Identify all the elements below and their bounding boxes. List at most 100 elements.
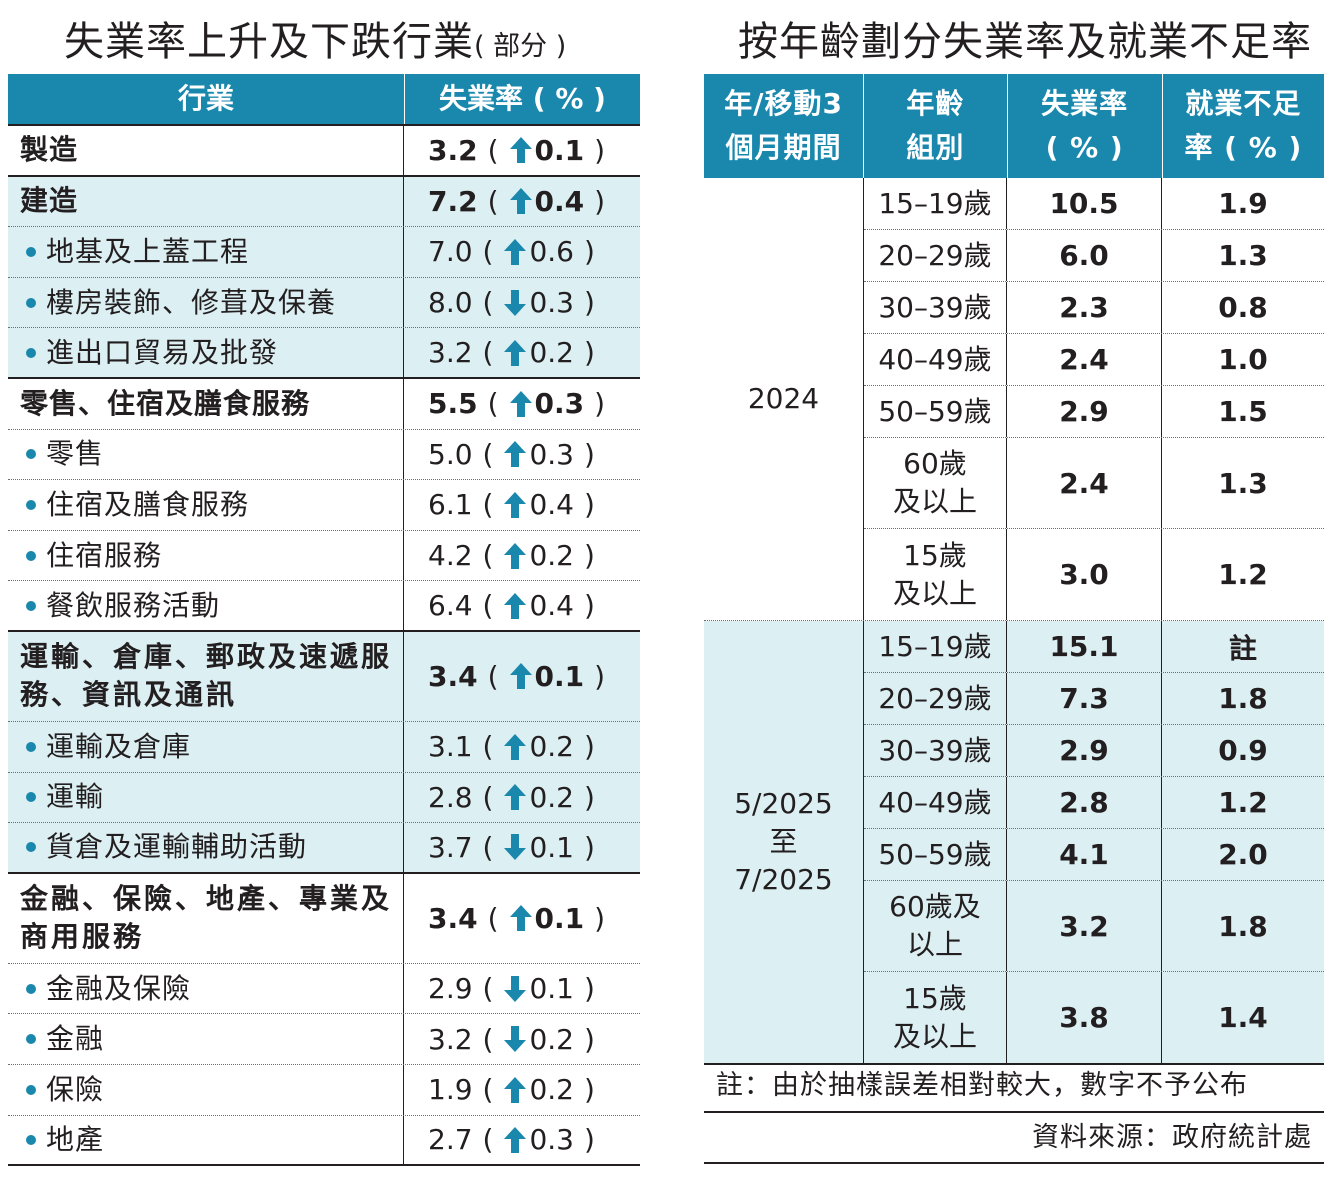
arrow-up-icon bbox=[504, 733, 527, 760]
rate-cell: 5.0(0.3) bbox=[428, 437, 595, 471]
rate-change: 0.1 bbox=[529, 830, 574, 864]
underemployment-rate-value: 2.0 bbox=[1218, 838, 1268, 871]
arrow-up-icon bbox=[509, 137, 532, 164]
industry-name-cell: 金融及保險 bbox=[8, 963, 404, 1014]
period-line3: 7/2025 bbox=[734, 863, 833, 896]
industry-row: 保險 1.9(0.2) bbox=[8, 1064, 640, 1116]
underemployment-rate-value: 0.9 bbox=[1218, 734, 1268, 767]
arrow-down-icon bbox=[504, 289, 527, 316]
industry-name-cell: 製造 bbox=[8, 126, 404, 175]
period-line1: 5/2025 bbox=[734, 787, 833, 820]
period-block-2024: 2024 15–19歲 10.5 1.9 20–29歲 6.0 1.3 30–39歲 2.3 0… bbox=[704, 178, 1324, 620]
arrow-up-icon bbox=[504, 491, 527, 518]
bullet-icon bbox=[26, 1134, 36, 1145]
rate-value: 2.7 bbox=[428, 1123, 473, 1157]
bullet-icon bbox=[26, 983, 36, 994]
age-row: 20–29歲 7.3 1.8 bbox=[864, 673, 1324, 725]
industry-name: 金融、保險、地產、專業及商用服務 bbox=[20, 882, 393, 954]
industry-name-cell: 金融 bbox=[8, 1014, 404, 1064]
rate-value: 3.2 bbox=[428, 336, 473, 370]
unemployment-rate-value: 2.9 bbox=[1007, 725, 1162, 776]
industry-name: 零售 bbox=[46, 437, 105, 471]
unemployment-rate-value: 4.1 bbox=[1007, 829, 1162, 880]
bullet-icon bbox=[26, 600, 36, 611]
industry-row: 運輸 2.8(0.2) bbox=[8, 772, 640, 824]
rate-cell: 7.0(0.6) bbox=[428, 235, 595, 269]
arrow-up-icon bbox=[504, 238, 527, 265]
unemployment-rate-value: 2.9 bbox=[1007, 386, 1162, 437]
rate-cell: 3.7(0.1) bbox=[428, 830, 595, 864]
left-title-text: 失業率上升及下跌行業 bbox=[64, 19, 474, 65]
rate-cell: 5.5(0.3) bbox=[428, 387, 606, 421]
arrow-up-icon bbox=[509, 188, 532, 215]
header-period: 年/移動3 個月期間 bbox=[704, 74, 865, 178]
bullet-icon bbox=[26, 449, 36, 460]
industry-name: 建造 bbox=[20, 184, 79, 218]
age-row: 50–59歲 4.1 2.0 bbox=[864, 829, 1324, 881]
arrow-up-icon bbox=[504, 1076, 527, 1103]
underemployment-rate-value: 1.8 bbox=[1218, 909, 1268, 943]
industry-name: 運輸及倉庫 bbox=[46, 729, 192, 763]
industry-name-cell: 貨倉及運輸輔助活動 bbox=[8, 823, 404, 872]
industry-name: 零售、住宿及膳食服務 bbox=[20, 386, 311, 420]
industry-name: 保險 bbox=[46, 1072, 105, 1106]
industry-name: 製造 bbox=[20, 133, 79, 167]
arrow-down-icon bbox=[504, 1026, 527, 1053]
age-row: 60歲 及以上 2.4 1.3 bbox=[864, 438, 1324, 529]
industry-row: 金融、保險、地產、專業及商用服務 3.4(0.1) bbox=[8, 873, 640, 964]
header-age-line2: 組別 bbox=[906, 131, 965, 164]
industry-row: 貨倉及運輸輔助活動 3.7(0.1) bbox=[8, 823, 640, 874]
right-table-title: 按年齡劃分失業率及就業不足率 bbox=[738, 19, 1312, 65]
rate-value: 6.4 bbox=[428, 589, 473, 623]
industry-row: 金融及保險 2.9(0.1) bbox=[8, 963, 640, 1015]
industry-name-cell: 運輸、倉庫、郵政及速遞服務、資訊及通訊 bbox=[8, 631, 404, 721]
rate-change: 0.4 bbox=[529, 488, 574, 522]
rate-change: 0.1 bbox=[534, 901, 585, 935]
age-row: 30–39歲 2.3 0.8 bbox=[864, 282, 1324, 334]
rate-cell: 8.0(0.3) bbox=[428, 286, 595, 320]
industry-name-cell: 保險 bbox=[8, 1064, 404, 1115]
unemployment-rate-value: 7.3 bbox=[1007, 673, 1162, 724]
header-ud-line2: 率 ( % ) bbox=[1184, 131, 1303, 164]
age-group-cell: 50–59歲 bbox=[864, 829, 1007, 880]
industry-name-cell: 金融、保險、地產、專業及商用服務 bbox=[8, 873, 404, 963]
industry-row: 餐飲服務活動 6.4(0.4) bbox=[8, 581, 640, 632]
underemployment-rate-value: 1.5 bbox=[1218, 395, 1268, 428]
age-group-line2: 及以上 bbox=[892, 1019, 977, 1053]
rate-cell: 3.1(0.2) bbox=[428, 730, 595, 764]
rate-change: 0.1 bbox=[529, 972, 574, 1006]
age-row: 15–19歲 10.5 1.9 bbox=[864, 178, 1324, 230]
underemployment-rate-value: 1.2 bbox=[1218, 558, 1268, 591]
underemployment-rate-value: 1.0 bbox=[1218, 343, 1268, 376]
age-group-cell: 15歲 及以上 bbox=[864, 972, 1007, 1063]
age-group-cell: 50–59歲 bbox=[864, 386, 1007, 437]
industry-name: 金融 bbox=[46, 1022, 105, 1056]
rate-value: 3.1 bbox=[428, 730, 473, 764]
unemployment-rate-value: 2.8 bbox=[1007, 777, 1162, 828]
industry-row: 金融 3.2(0.2) bbox=[8, 1014, 640, 1065]
rate-value: 2.9 bbox=[428, 972, 473, 1006]
industry-name: 金融及保險 bbox=[46, 971, 192, 1005]
rate-change: 0.2 bbox=[529, 730, 574, 764]
rate-value: 3.7 bbox=[428, 830, 473, 864]
age-group-cell: 20–29歲 bbox=[864, 673, 1007, 724]
rate-change: 0.3 bbox=[529, 437, 574, 471]
age-group-cell: 60歲及以上 bbox=[864, 881, 1007, 971]
industry-name-cell: 地基及上蓋工程 bbox=[8, 227, 404, 277]
age-rows: 15–19歲 10.5 1.9 20–29歲 6.0 1.3 30–39歲 2.3 0.8 40–… bbox=[864, 178, 1324, 620]
industry-name-cell: 運輸及倉庫 bbox=[8, 721, 404, 772]
industry-name-cell: 餐飲服務活動 bbox=[8, 581, 404, 630]
industry-name: 運輸 bbox=[46, 780, 105, 814]
arrow-up-icon bbox=[504, 339, 527, 366]
rate-cell: 3.2(0.2) bbox=[428, 1022, 595, 1056]
arrow-up-icon bbox=[504, 542, 527, 569]
age-group-cell: 15–19歲 bbox=[864, 178, 1007, 229]
period-line2: 至 bbox=[769, 825, 798, 858]
header-ud-line1: 就業不足 bbox=[1185, 87, 1302, 120]
industry-row: 製造 3.2(0.1) bbox=[8, 126, 640, 177]
age-group-cell: 20–29歲 bbox=[864, 230, 1007, 281]
age-group-cell: 40–49歲 bbox=[864, 334, 1007, 385]
bullet-icon bbox=[26, 550, 36, 561]
rate-value: 7.2 bbox=[428, 184, 478, 218]
header-age-group: 年齡 組別 bbox=[864, 74, 1008, 178]
